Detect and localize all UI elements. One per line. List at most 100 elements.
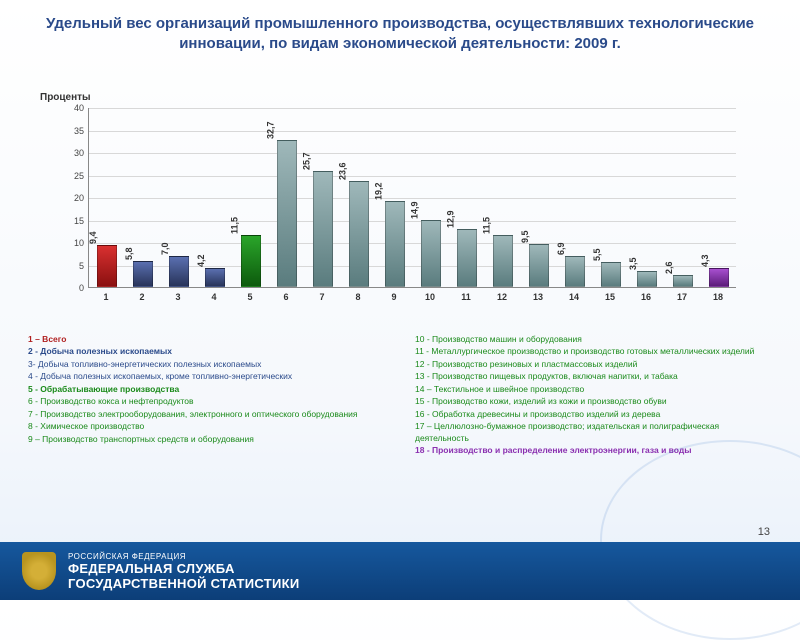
bar-value-label: 14,9 — [409, 201, 419, 221]
bar: 2,6 — [673, 275, 693, 287]
bar: 32,7 — [277, 140, 297, 287]
x-tick: 14 — [569, 292, 579, 302]
legend-item: 12 - Производство резиновых и пластмассо… — [415, 359, 772, 370]
bar-value-label: 11,5 — [230, 217, 240, 236]
slide-title: Удельный вес организаций промышленного п… — [0, 0, 800, 63]
legend-item: 17 – Целлюлозно-бумажное производство; и… — [415, 421, 772, 444]
y-tick: 35 — [60, 126, 84, 136]
bar-value-label: 4,3 — [700, 254, 710, 269]
x-tick: 2 — [139, 292, 144, 302]
y-tick: 20 — [60, 193, 84, 203]
grid-line — [89, 243, 736, 244]
legend-item: 9 – Производство транспортных средств и … — [28, 434, 385, 445]
bar-value-label: 11,5 — [482, 217, 492, 236]
legend-right-column: 10 - Производство машин и оборудования11… — [415, 334, 772, 458]
legend-item: 11 - Металлургическое производство и про… — [415, 346, 772, 357]
footer-bar: РОССИЙСКАЯ ФЕДЕРАЦИЯ ФЕДЕРАЛЬНАЯ СЛУЖБА … — [0, 542, 800, 600]
x-tick: 11 — [461, 292, 471, 302]
grid-line — [89, 176, 736, 177]
x-tick: 3 — [175, 292, 180, 302]
x-tick: 4 — [211, 292, 216, 302]
legend-item: 6 - Производство кокса и нефтепродуктов — [28, 396, 385, 407]
bar: 9,4 — [97, 245, 117, 287]
bar: 19,2 — [385, 201, 405, 287]
y-tick: 25 — [60, 171, 84, 181]
bar-chart: 9,4 5,8 7,0 4,2 11,5 32,7 25,7 23,6 19,2 14,9 12,9… — [60, 108, 750, 308]
grid-line — [89, 108, 736, 109]
footer-line1: РОССИЙСКАЯ ФЕДЕРАЦИЯ — [68, 552, 300, 561]
bar: 25,7 — [313, 171, 333, 287]
y-tick: 30 — [60, 148, 84, 158]
x-tick: 1 — [103, 292, 108, 302]
emblem-icon — [22, 552, 56, 590]
bar-value-label: 12,9 — [445, 210, 455, 230]
x-tick: 18 — [713, 292, 723, 302]
footer-line3: ГОСУДАРСТВЕННОЙ СТАТИСТИКИ — [68, 576, 300, 591]
x-tick: 10 — [425, 292, 435, 302]
legend-item: 10 - Производство машин и оборудования — [415, 334, 772, 345]
bar-value-label: 3,5 — [628, 258, 638, 273]
legend-item: 15 - Производство кожи, изделий из кожи … — [415, 396, 772, 407]
x-tick: 17 — [677, 292, 687, 302]
x-tick: 12 — [497, 292, 507, 302]
bar: 23,6 — [349, 181, 369, 287]
bar: 7,0 — [169, 256, 189, 288]
bar: 6,9 — [565, 256, 585, 287]
x-tick: 16 — [641, 292, 651, 302]
bar: 14,9 — [421, 220, 441, 287]
bar-value-label: 32,7 — [265, 121, 275, 141]
legend-item: 16 - Обработка древесины и производство … — [415, 409, 772, 420]
footer-text: РОССИЙСКАЯ ФЕДЕРАЦИЯ ФЕДЕРАЛЬНАЯ СЛУЖБА … — [68, 552, 300, 591]
y-tick: 40 — [60, 103, 84, 113]
bar-value-label: 6,9 — [556, 242, 566, 257]
bar-value-label: 9,5 — [520, 231, 530, 246]
bar: 12,9 — [457, 229, 477, 287]
plot-area: 9,4 5,8 7,0 4,2 11,5 32,7 25,7 23,6 19,2 14,9 12,9… — [88, 108, 736, 288]
legend-item: 7 - Производство электрооборудования, эл… — [28, 409, 385, 420]
bar: 3,5 — [637, 271, 657, 287]
bar: 9,5 — [529, 244, 549, 287]
bar: 4,2 — [205, 268, 225, 287]
bar: 11,5 — [493, 235, 513, 287]
grid-line — [89, 198, 736, 199]
bar-value-label: 19,2 — [373, 182, 383, 202]
bar: 5,5 — [601, 262, 621, 287]
page-number: 13 — [758, 526, 770, 538]
grid-line — [89, 153, 736, 154]
bar-value-label: 9,4 — [88, 231, 98, 246]
legend-item: 14 – Текстильное и швейное производство — [415, 384, 772, 395]
decorative-curve — [600, 440, 800, 640]
y-axis-label: Проценты — [40, 92, 91, 103]
x-tick: 7 — [319, 292, 324, 302]
bar-value-label: 2,6 — [664, 262, 674, 277]
x-tick: 5 — [247, 292, 252, 302]
y-tick: 5 — [60, 261, 84, 271]
legend-item: 3- Добыча топливно-энергетических полезн… — [28, 359, 385, 370]
bar-value-label: 23,6 — [337, 162, 347, 182]
bar-value-label: 25,7 — [301, 153, 311, 173]
legend-item: 5 - Обрабатывающие производства — [28, 384, 385, 395]
grid-line — [89, 131, 736, 132]
x-tick: 8 — [355, 292, 360, 302]
bar: 11,5 — [241, 235, 261, 287]
bar-value-label: 7,0 — [160, 242, 170, 257]
legend-left-column: 1 – Всего2 - Добыча полезных ископаемых 3… — [28, 334, 385, 458]
footer-line2: ФЕДЕРАЛЬНАЯ СЛУЖБА — [68, 561, 300, 576]
legend-item: 13 - Производство пищевых продуктов, вкл… — [415, 371, 772, 382]
y-tick: 0 — [60, 283, 84, 293]
y-tick: 15 — [60, 216, 84, 226]
x-tick: 6 — [283, 292, 288, 302]
bar: 4,3 — [709, 268, 729, 287]
legend: 1 – Всего2 - Добыча полезных ископаемых 3… — [28, 334, 772, 458]
bar-value-label: 5,5 — [592, 249, 602, 264]
bar: 5,8 — [133, 261, 153, 287]
legend-item: 2 - Добыча полезных ископаемых — [28, 346, 385, 357]
x-tick: 13 — [533, 292, 543, 302]
legend-item: 4 - Добыча полезных ископаемых, кроме то… — [28, 371, 385, 382]
bar-value-label: 4,2 — [196, 255, 206, 270]
legend-item: 1 – Всего — [28, 334, 385, 345]
bar-value-label: 5,8 — [124, 247, 134, 262]
legend-item: 18 - Производство и распределение электр… — [415, 445, 772, 456]
x-tick: 9 — [391, 292, 396, 302]
y-tick: 10 — [60, 238, 84, 248]
